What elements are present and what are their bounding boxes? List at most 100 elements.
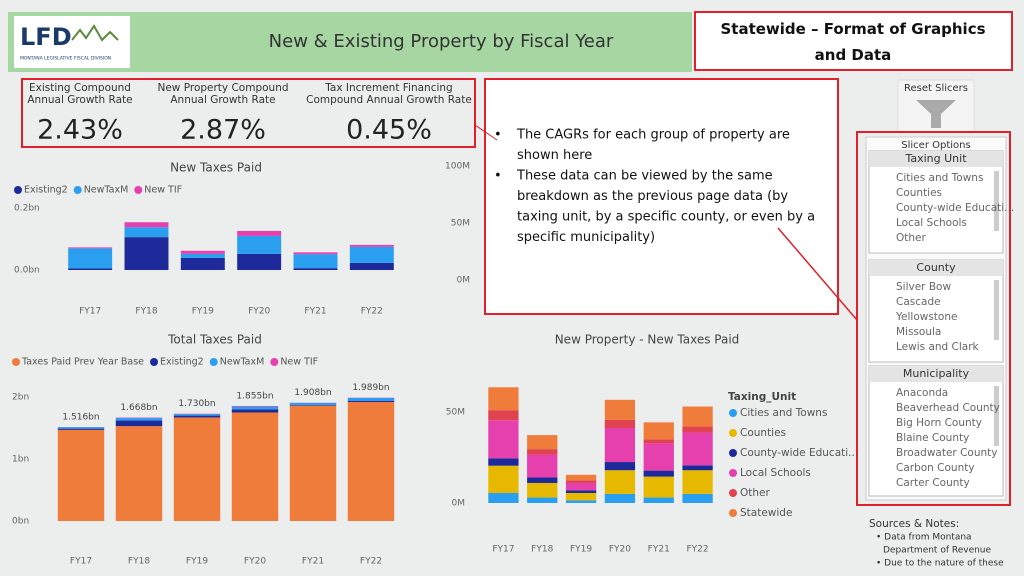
bar-segment xyxy=(488,410,519,421)
x-tick-label: FY19 xyxy=(570,545,592,555)
slicer-item[interactable]: Cascade xyxy=(896,296,941,308)
total-label: 1.516bn xyxy=(62,413,99,423)
slicer-item[interactable]: Big Horn County xyxy=(896,417,982,429)
slicer-highlight xyxy=(856,131,1011,506)
legend-label: Local Schools xyxy=(740,467,811,479)
slicer-item[interactable]: Yellowstone xyxy=(895,311,957,323)
legend-swatch xyxy=(150,358,159,366)
scrollbar xyxy=(994,171,999,231)
bar-segment xyxy=(347,401,395,521)
bar-segment xyxy=(565,474,597,481)
legend-swatch xyxy=(134,186,143,194)
x-tick-label: FY17 xyxy=(492,545,514,555)
callout-box xyxy=(484,78,839,315)
bar-segment xyxy=(643,470,674,477)
x-tick-label: FY19 xyxy=(186,557,208,567)
y-tick-label: 0bn xyxy=(12,517,29,527)
slicer-item[interactable]: Local Schools xyxy=(896,217,967,229)
slicer-item[interactable]: Lewis and Clark xyxy=(896,341,980,353)
callout-text: breakdown as the previous page data (by xyxy=(517,189,788,204)
slicer-item[interactable]: Silver Bow xyxy=(896,281,951,293)
legend-swatch xyxy=(729,449,737,457)
slicer-item[interactable]: Other xyxy=(896,232,926,244)
bar-segment xyxy=(565,500,597,503)
bar-segment xyxy=(173,417,221,521)
slicer-item[interactable]: Broadwater County xyxy=(896,447,997,459)
bar-segment xyxy=(604,428,636,463)
slicer-item[interactable]: County-wide Educati... xyxy=(896,202,1014,214)
bar-segment xyxy=(682,426,713,433)
callout-text: specific municipality) xyxy=(517,230,655,245)
y-tick-label: 2bn xyxy=(12,393,29,403)
bar-segment xyxy=(565,482,597,491)
y-tick-label: 0.0bn xyxy=(14,266,40,276)
bar-segment xyxy=(231,412,279,521)
slicer-item[interactable]: Carbon County xyxy=(896,462,975,474)
bar-segment xyxy=(237,235,282,254)
kpi-label: New Property Compound xyxy=(157,82,288,94)
notes-title: Sources & Notes: xyxy=(869,518,959,530)
y-tick-label: 0M xyxy=(457,276,471,286)
slicer-item[interactable]: Missoula xyxy=(896,326,941,338)
legend-label: New TIF xyxy=(144,185,182,196)
bar-segment xyxy=(68,268,113,270)
legend-swatch xyxy=(73,186,82,194)
kpi-label: Existing Compound xyxy=(29,82,131,94)
kpi-label: Annual Growth Rate xyxy=(27,94,132,106)
x-tick-label: FY20 xyxy=(244,557,266,567)
bar-segment xyxy=(488,465,519,493)
slicer-header xyxy=(869,151,1003,167)
bar-segment xyxy=(349,244,394,247)
bar-segment xyxy=(115,426,163,521)
slicer-section xyxy=(868,259,1004,363)
note-line: • Data from Montana xyxy=(876,533,972,543)
kpi-label: Compound Annual Growth Rate xyxy=(306,94,472,106)
slicer-item[interactable]: Counties xyxy=(896,187,942,199)
x-tick-label: FY18 xyxy=(531,545,553,555)
legend-swatch xyxy=(729,509,737,517)
x-tick-label: FY17 xyxy=(79,307,101,317)
kpi-value: 0.45% xyxy=(346,115,432,146)
legend-swatch xyxy=(729,469,737,477)
bullet-dot: • xyxy=(494,169,502,184)
callout-text: shown here xyxy=(517,148,592,163)
kpi-value: 2.87% xyxy=(180,115,266,146)
total-label: 1.908bn xyxy=(294,388,331,398)
slicer-title: Slicer Options xyxy=(901,140,970,151)
funnel-icon xyxy=(916,100,956,128)
bar-segment xyxy=(643,439,674,444)
legend-label: NewTaxM xyxy=(220,357,265,368)
bar-segment xyxy=(643,422,674,440)
x-tick-label: FY21 xyxy=(648,545,670,555)
slicer-heading: Taxing Unit xyxy=(904,152,967,165)
y-tick-label: 1bn xyxy=(12,455,29,465)
bar-segment xyxy=(565,492,597,501)
scrollbar xyxy=(994,280,999,340)
dashboard-title: New & Existing Property by Fiscal Year xyxy=(269,31,614,52)
slicer-item[interactable]: Blaine County xyxy=(896,432,969,444)
x-tick-label: FY22 xyxy=(687,545,709,555)
legend-label: County-wide Educati... xyxy=(740,447,858,459)
bar-segment xyxy=(57,428,105,430)
bar-segment xyxy=(231,409,279,413)
bar-segment xyxy=(231,406,279,410)
x-tick-label: FY21 xyxy=(302,557,324,567)
slicer-item[interactable]: Carter County xyxy=(896,477,970,489)
legend-swatch xyxy=(729,429,737,437)
legend-label: Existing2 xyxy=(160,357,204,368)
bar-segment xyxy=(347,397,395,401)
slicer-item[interactable]: Anaconda xyxy=(896,387,948,399)
bar-segment xyxy=(527,449,558,455)
logo-mark xyxy=(71,24,119,42)
bar-segment xyxy=(682,465,713,471)
bar-segment xyxy=(173,415,221,418)
logo-subtitle: MONTANA LEGISLATIVE FISCAL DIVISION xyxy=(20,56,111,62)
callout-title: Statewide – Format of Graphics and Data xyxy=(720,20,985,64)
slicer-item[interactable]: Beaverhead County xyxy=(896,402,1000,414)
slicer-item[interactable]: Cities and Towns xyxy=(896,172,983,184)
bar-segment xyxy=(565,490,597,493)
legend-label: Taxes Paid Prev Year Base xyxy=(21,357,144,368)
bar-segment xyxy=(347,400,395,402)
